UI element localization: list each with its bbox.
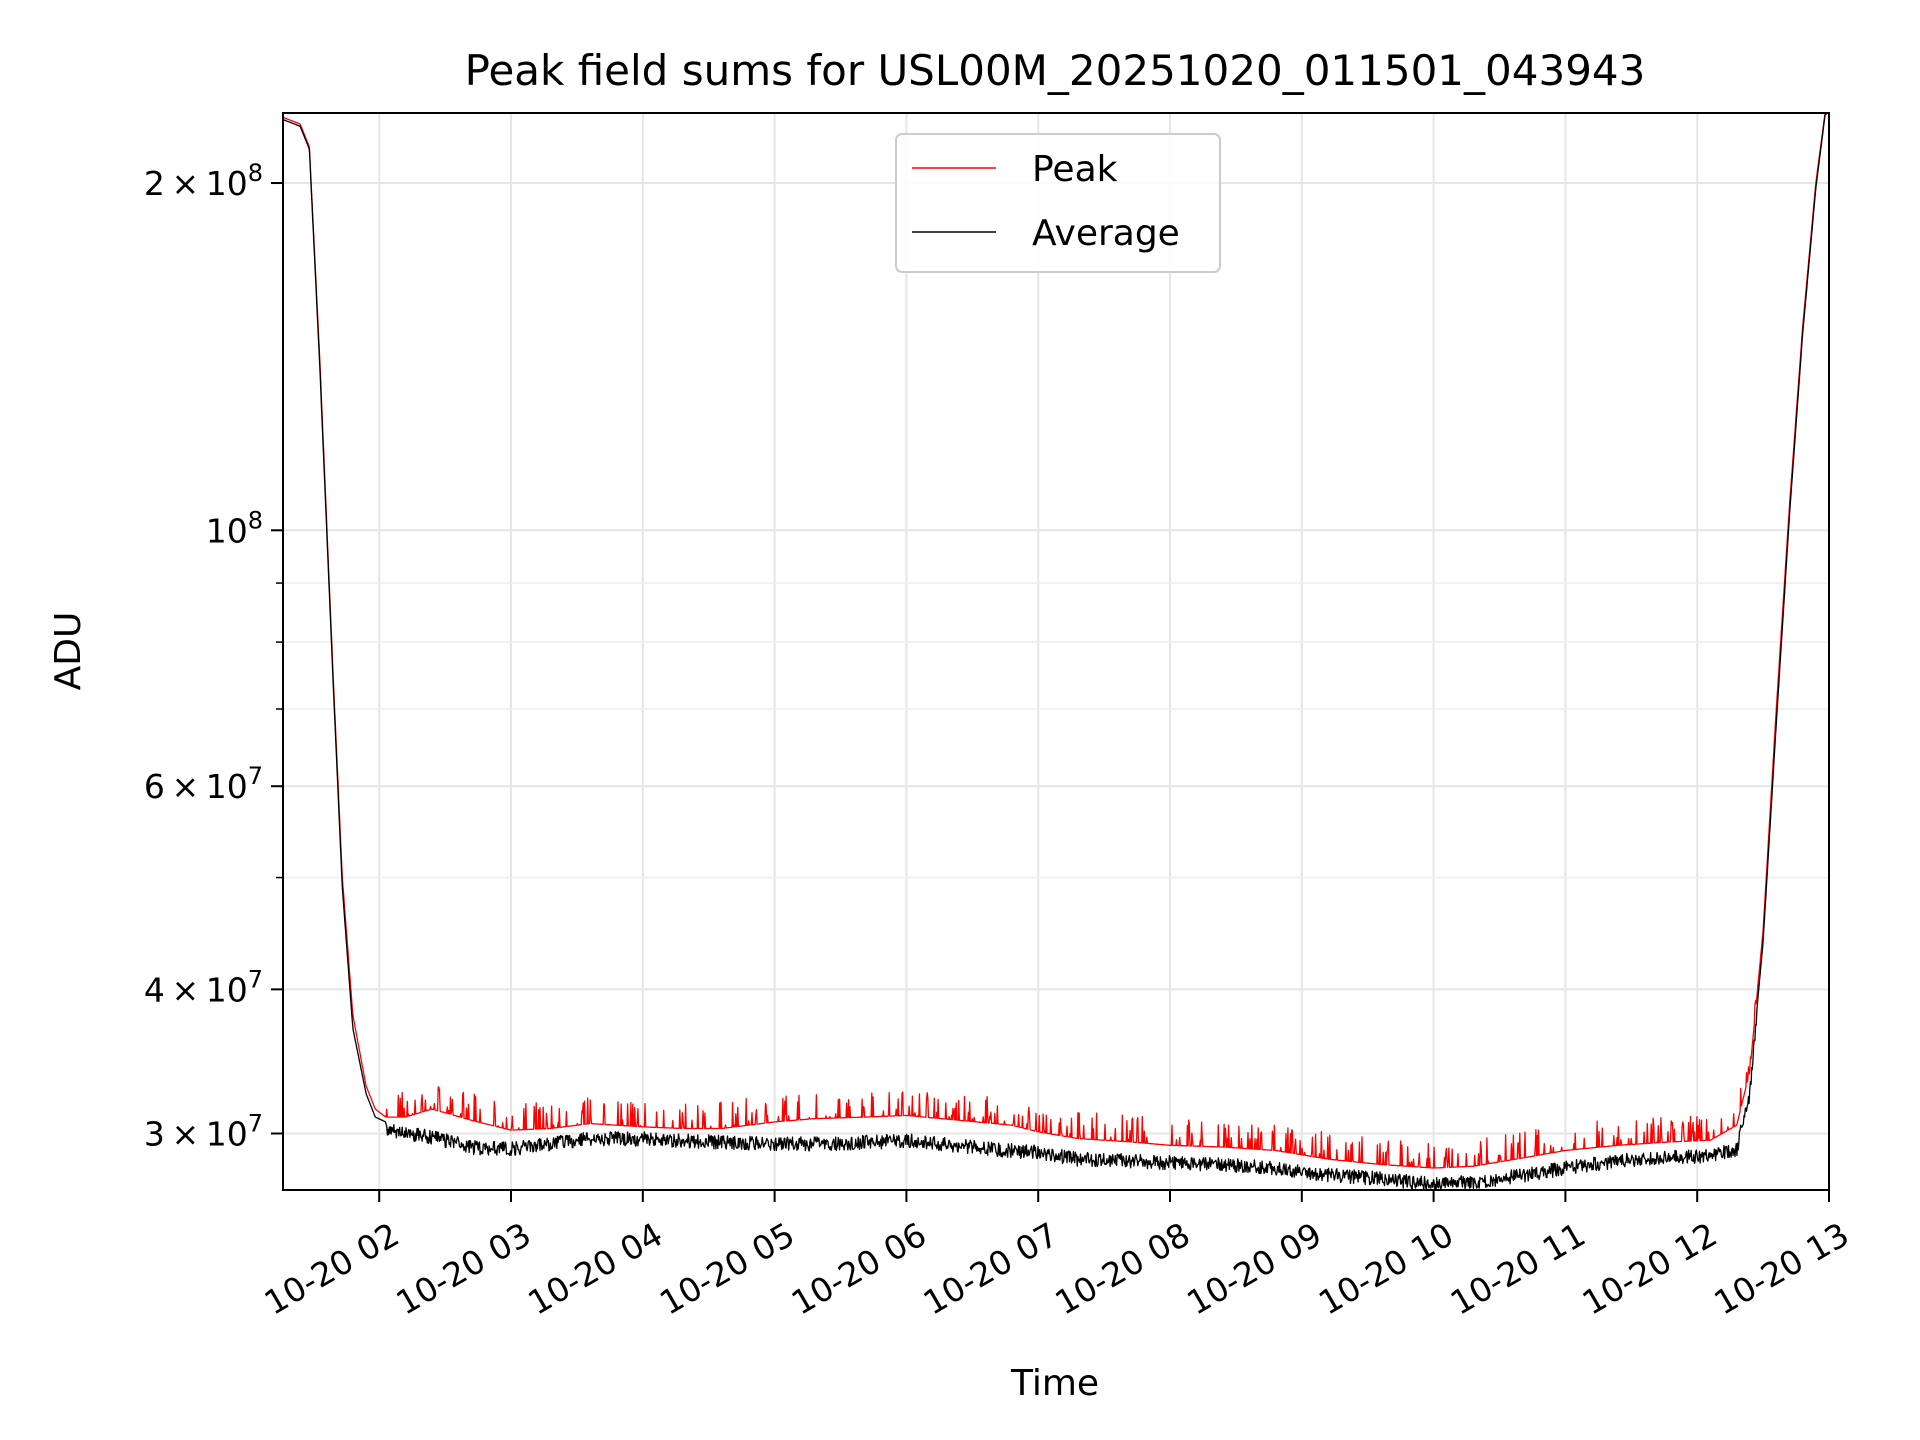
series-line-peak (282, 112, 1830, 1169)
y-tick-label: 6 × 107 (144, 762, 263, 806)
x-tick-label: 10-20 07 (917, 1215, 1065, 1323)
x-tick-label: 10-20 05 (653, 1215, 801, 1323)
x-tick-label: 10-20 09 (1180, 1215, 1328, 1323)
x-tick-label: 10-20 10 (1312, 1215, 1460, 1323)
x-tick-label: 10-20 04 (521, 1215, 669, 1323)
y-tick-label: 108 (206, 506, 263, 550)
x-tick-label: 10-20 12 (1576, 1215, 1724, 1323)
x-tick-label: 10-20 13 (1707, 1215, 1855, 1323)
legend-label-average: Average (1032, 213, 1180, 254)
x-tick-label: 10-20 02 (258, 1215, 406, 1323)
data-traces (282, 112, 1830, 1191)
x-tick-label: 10-20 08 (1048, 1215, 1196, 1323)
chart-title: Peak field sums for USL00M_20251020_0115… (465, 46, 1646, 95)
x-axis-label: Time (1010, 1363, 1099, 1404)
legend: Peak Average (895, 133, 1221, 273)
y-axis-ticks: 2 × 108 108 6 × 107 4 × 107 3 × 107 (144, 159, 283, 1153)
legend-label-peak: Peak (1032, 149, 1118, 190)
x-tick-label: 10-20 03 (389, 1215, 537, 1323)
y-tick-label: 3 × 107 (144, 1109, 263, 1153)
series-line-average (282, 112, 1830, 1191)
y-tick-label: 2 × 108 (144, 159, 263, 203)
grid (283, 113, 1830, 1190)
x-tick-label: 10-20 11 (1444, 1215, 1592, 1323)
plot-frame (282, 112, 1830, 1191)
y-axis-label: ADU (48, 612, 89, 691)
x-tick-label: 10-20 06 (785, 1215, 933, 1323)
y-tick-label: 4 × 107 (144, 965, 263, 1009)
